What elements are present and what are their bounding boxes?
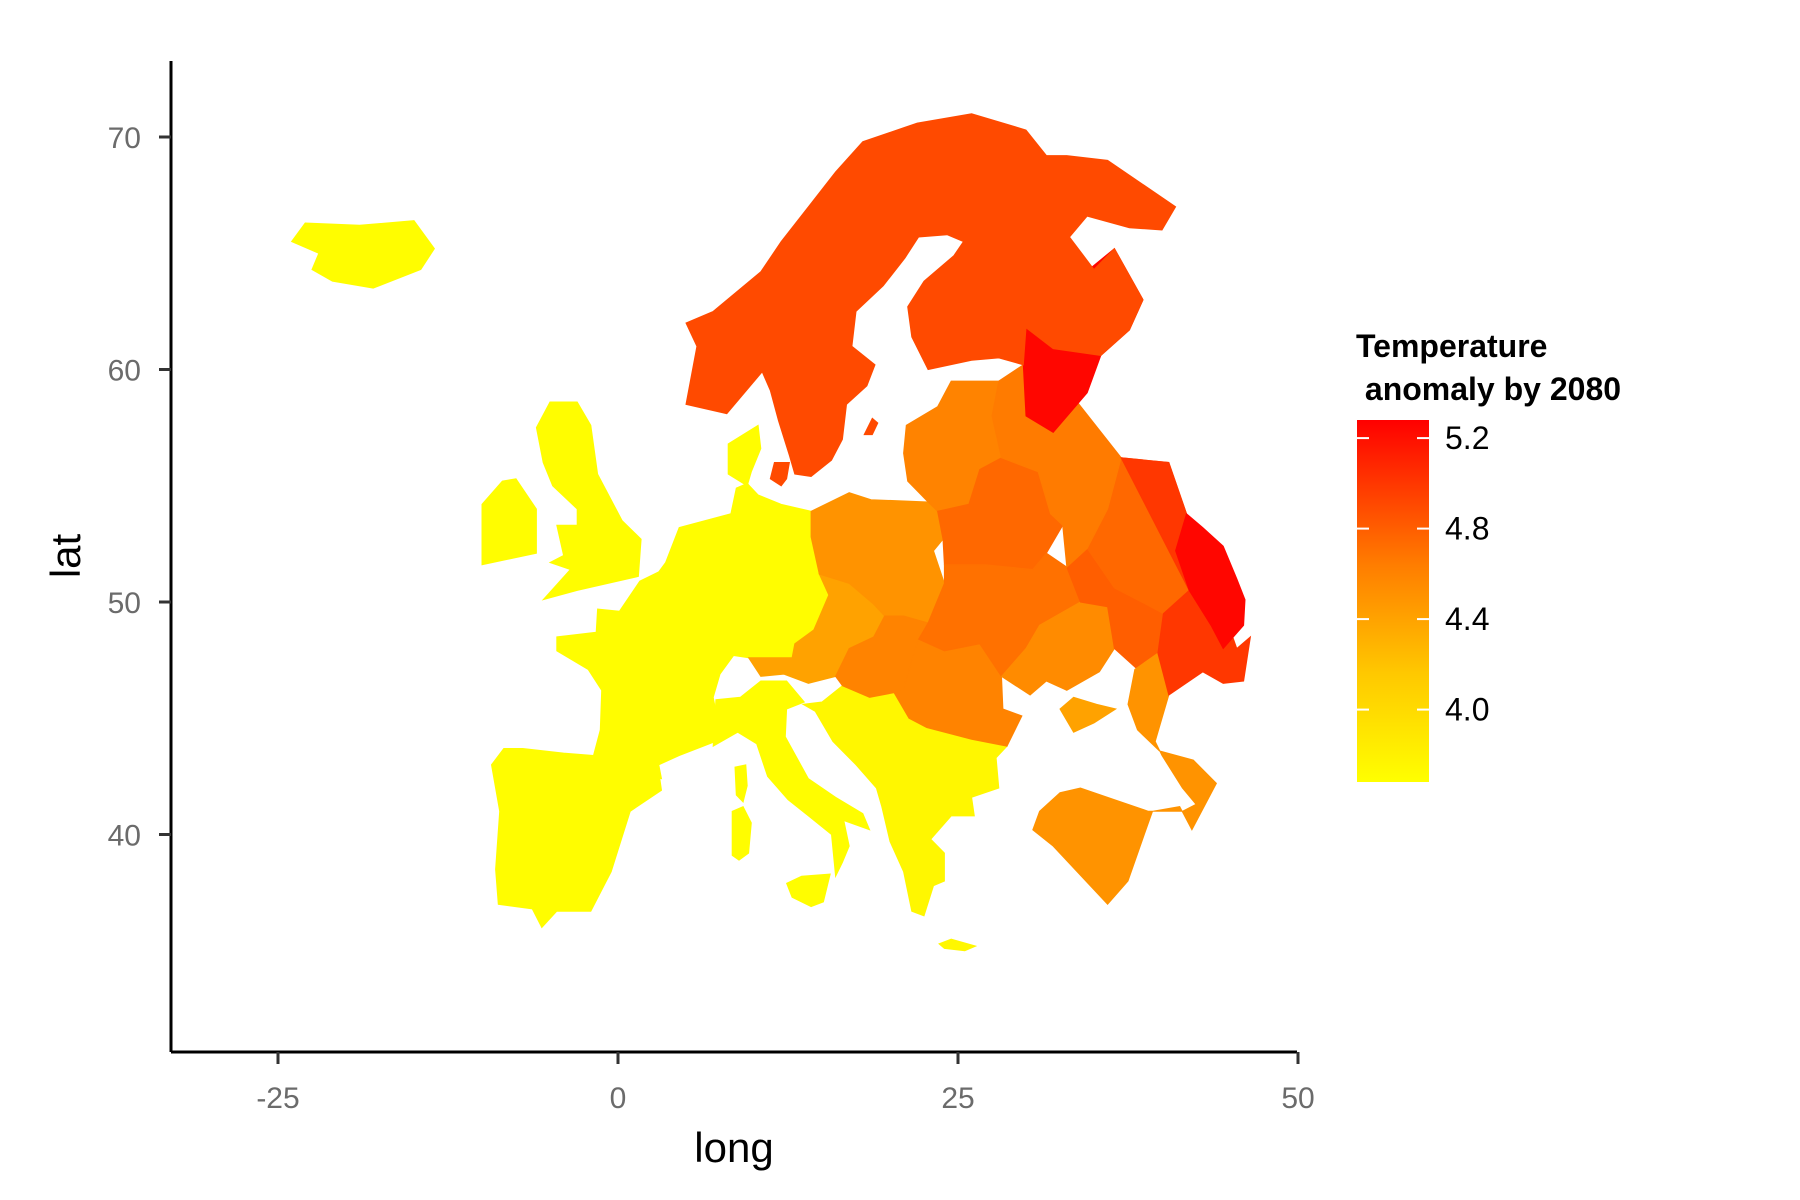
region-jutland xyxy=(727,424,762,487)
legend-title-line-1: Temperature xyxy=(1356,328,1547,364)
x-tick-label: 25 xyxy=(941,1082,974,1115)
legend: Temperature anomaly by 2080 4.0 4.4 4.8 5.2 xyxy=(1356,328,1621,782)
legend-tick-label: 5.2 xyxy=(1445,420,1489,456)
region-iceland xyxy=(290,220,436,289)
legend-title-line-2: anomaly by 2080 xyxy=(1356,371,1621,407)
region-sardinia xyxy=(731,805,752,861)
y-tick-label: 70 xyxy=(108,122,141,155)
x-tick-label: 0 xyxy=(610,1082,627,1115)
region-caucasus-turkey-black-sea xyxy=(1032,652,1218,906)
region-fennoscandia xyxy=(685,113,1177,478)
x-axis-ticks: -25 0 25 50 xyxy=(256,1052,1315,1115)
region-sicily xyxy=(785,873,831,908)
legend-tick-label: 4.0 xyxy=(1445,692,1489,728)
y-tick-label: 40 xyxy=(108,820,141,853)
region-corsica xyxy=(734,764,748,803)
region-crete xyxy=(938,938,978,952)
y-axis-ticks: 40 50 60 70 xyxy=(108,122,171,853)
region-italy xyxy=(712,680,871,879)
legend-tick-label: 4.4 xyxy=(1445,601,1489,637)
region-volga-east xyxy=(1175,512,1246,650)
y-axis-title: lat xyxy=(42,533,89,578)
region-zealand xyxy=(769,462,790,487)
x-tick-label: 50 xyxy=(1281,1082,1314,1115)
legend-ticks: 4.0 4.4 4.8 5.2 xyxy=(1357,420,1489,728)
region-crimea xyxy=(1059,696,1118,733)
y-tick-label: 50 xyxy=(108,587,141,620)
map-regions xyxy=(290,113,1252,952)
legend-colorbar xyxy=(1357,420,1429,782)
legend-tick-label: 4.8 xyxy=(1445,511,1489,547)
region-gotland xyxy=(863,417,879,436)
region-great-britain xyxy=(535,401,642,601)
region-ireland xyxy=(481,478,537,566)
x-axis-title: long xyxy=(694,1124,773,1171)
region-russia-central xyxy=(991,364,1122,569)
x-tick-label: -25 xyxy=(256,1082,299,1115)
y-tick-label: 60 xyxy=(108,355,141,388)
region-iberia xyxy=(490,748,663,929)
